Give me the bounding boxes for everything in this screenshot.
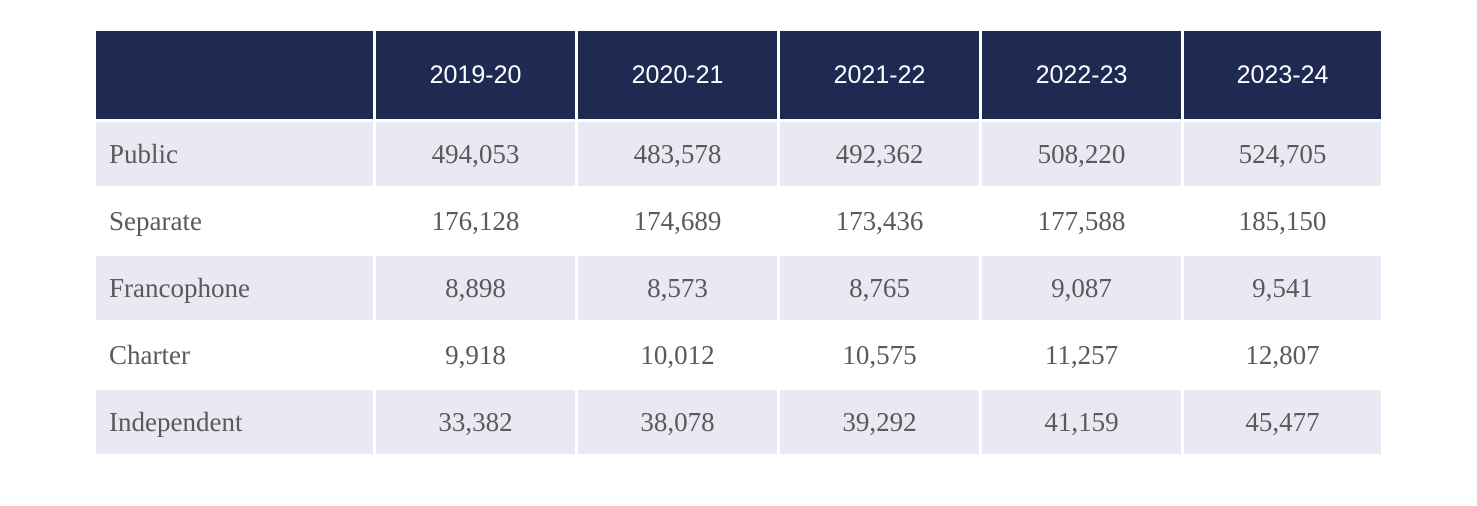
data-cell: 8,898	[373, 253, 578, 323]
data-cell: 8,765	[777, 253, 982, 323]
data-cell: 177,588	[979, 186, 1184, 256]
column-header-2019-20: 2019-20	[373, 28, 578, 122]
table-body: Public 494,053 483,578 492,362 508,220 5…	[93, 119, 1384, 457]
data-cell: 10,012	[575, 320, 780, 390]
table-row-public: Public 494,053 483,578 492,362 508,220 5…	[93, 119, 1384, 189]
column-header-2021-22: 2021-22	[777, 28, 982, 122]
data-cell: 8,573	[575, 253, 780, 323]
data-cell: 45,477	[1181, 387, 1384, 457]
data-cell: 174,689	[575, 186, 780, 256]
table-header: 2019-20 2020-21 2021-22 2022-23 2023-24	[93, 28, 1384, 122]
data-cell: 10,575	[777, 320, 982, 390]
data-cell: 492,362	[777, 119, 982, 189]
row-label-public: Public	[93, 119, 376, 189]
data-cell: 176,128	[373, 186, 578, 256]
table-row-separate: Separate 176,128 174,689 173,436 177,588…	[93, 186, 1384, 256]
data-cell: 185,150	[1181, 186, 1384, 256]
data-cell: 11,257	[979, 320, 1184, 390]
data-cell: 483,578	[575, 119, 780, 189]
data-cell: 33,382	[373, 387, 578, 457]
row-label-charter: Charter	[93, 320, 376, 390]
row-label-separate: Separate	[93, 186, 376, 256]
enrollment-table-container: 2019-20 2020-21 2021-22 2022-23 2023-24 …	[93, 28, 1384, 457]
row-label-francophone: Francophone	[93, 253, 376, 323]
data-cell: 9,541	[1181, 253, 1384, 323]
data-cell: 41,159	[979, 387, 1184, 457]
data-cell: 38,078	[575, 387, 780, 457]
column-header-2023-24: 2023-24	[1181, 28, 1384, 122]
header-row: 2019-20 2020-21 2021-22 2022-23 2023-24	[93, 28, 1384, 122]
data-cell: 173,436	[777, 186, 982, 256]
data-cell: 39,292	[777, 387, 982, 457]
column-header-2020-21: 2020-21	[575, 28, 780, 122]
data-cell: 508,220	[979, 119, 1184, 189]
data-cell: 524,705	[1181, 119, 1384, 189]
table-row-independent: Independent 33,382 38,078 39,292 41,159 …	[93, 387, 1384, 457]
data-cell: 494,053	[373, 119, 578, 189]
table-row-francophone: Francophone 8,898 8,573 8,765 9,087 9,54…	[93, 253, 1384, 323]
data-cell: 9,918	[373, 320, 578, 390]
column-header-2022-23: 2022-23	[979, 28, 1184, 122]
row-label-independent: Independent	[93, 387, 376, 457]
data-cell: 12,807	[1181, 320, 1384, 390]
data-cell: 9,087	[979, 253, 1184, 323]
header-corner-cell	[93, 28, 376, 122]
table-row-charter: Charter 9,918 10,012 10,575 11,257 12,80…	[93, 320, 1384, 390]
enrollment-table: 2019-20 2020-21 2021-22 2022-23 2023-24 …	[93, 28, 1384, 457]
